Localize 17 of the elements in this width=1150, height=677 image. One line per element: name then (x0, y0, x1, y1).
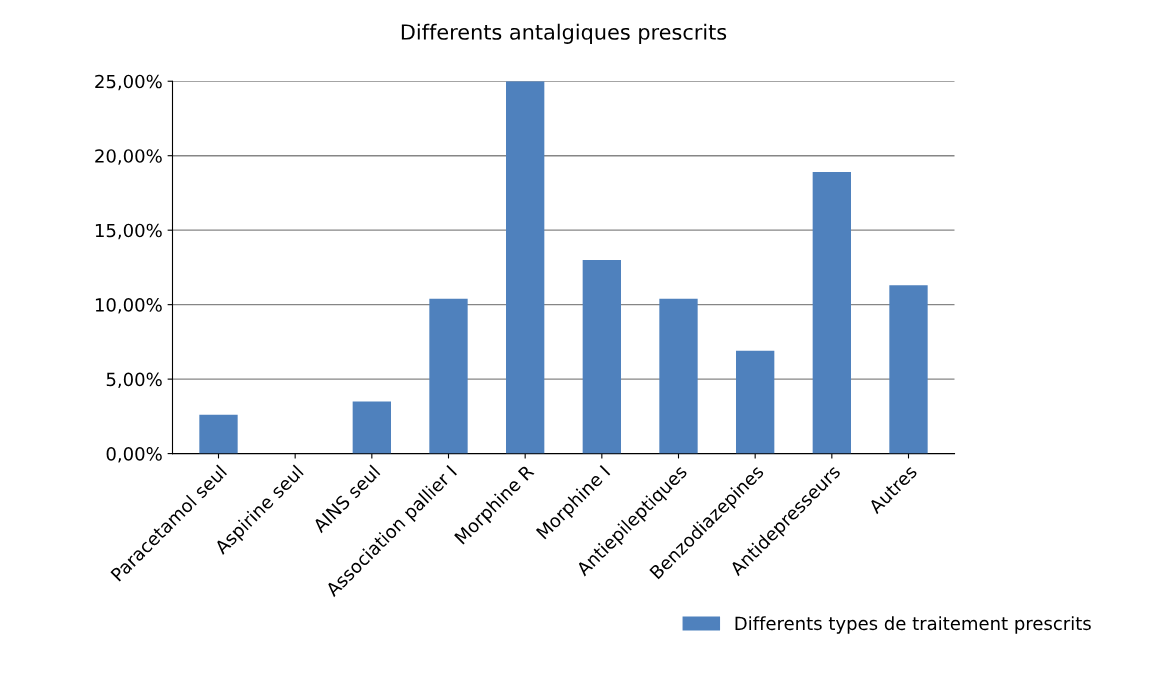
bar (736, 350, 775, 454)
y-tick-label: 0,00% (106, 447, 162, 463)
bar (429, 298, 468, 454)
y-tick-label: 25,00% (95, 74, 162, 91)
y-tick-label: 15,00% (95, 223, 162, 240)
bar (352, 401, 391, 454)
y-tick-label: 5,00% (106, 372, 162, 389)
bar (199, 414, 238, 454)
bar (812, 172, 851, 454)
bar (506, 81, 545, 454)
y-tick-label: 10,00% (95, 298, 162, 314)
chart-title: Differents antalgiques prescrits (401, 23, 727, 44)
bar (582, 259, 621, 454)
y-tick-label: 20,00% (95, 149, 162, 165)
bar (659, 298, 698, 454)
bar (889, 285, 928, 454)
legend-label: Differents types de traitement prescrits (735, 616, 1091, 634)
